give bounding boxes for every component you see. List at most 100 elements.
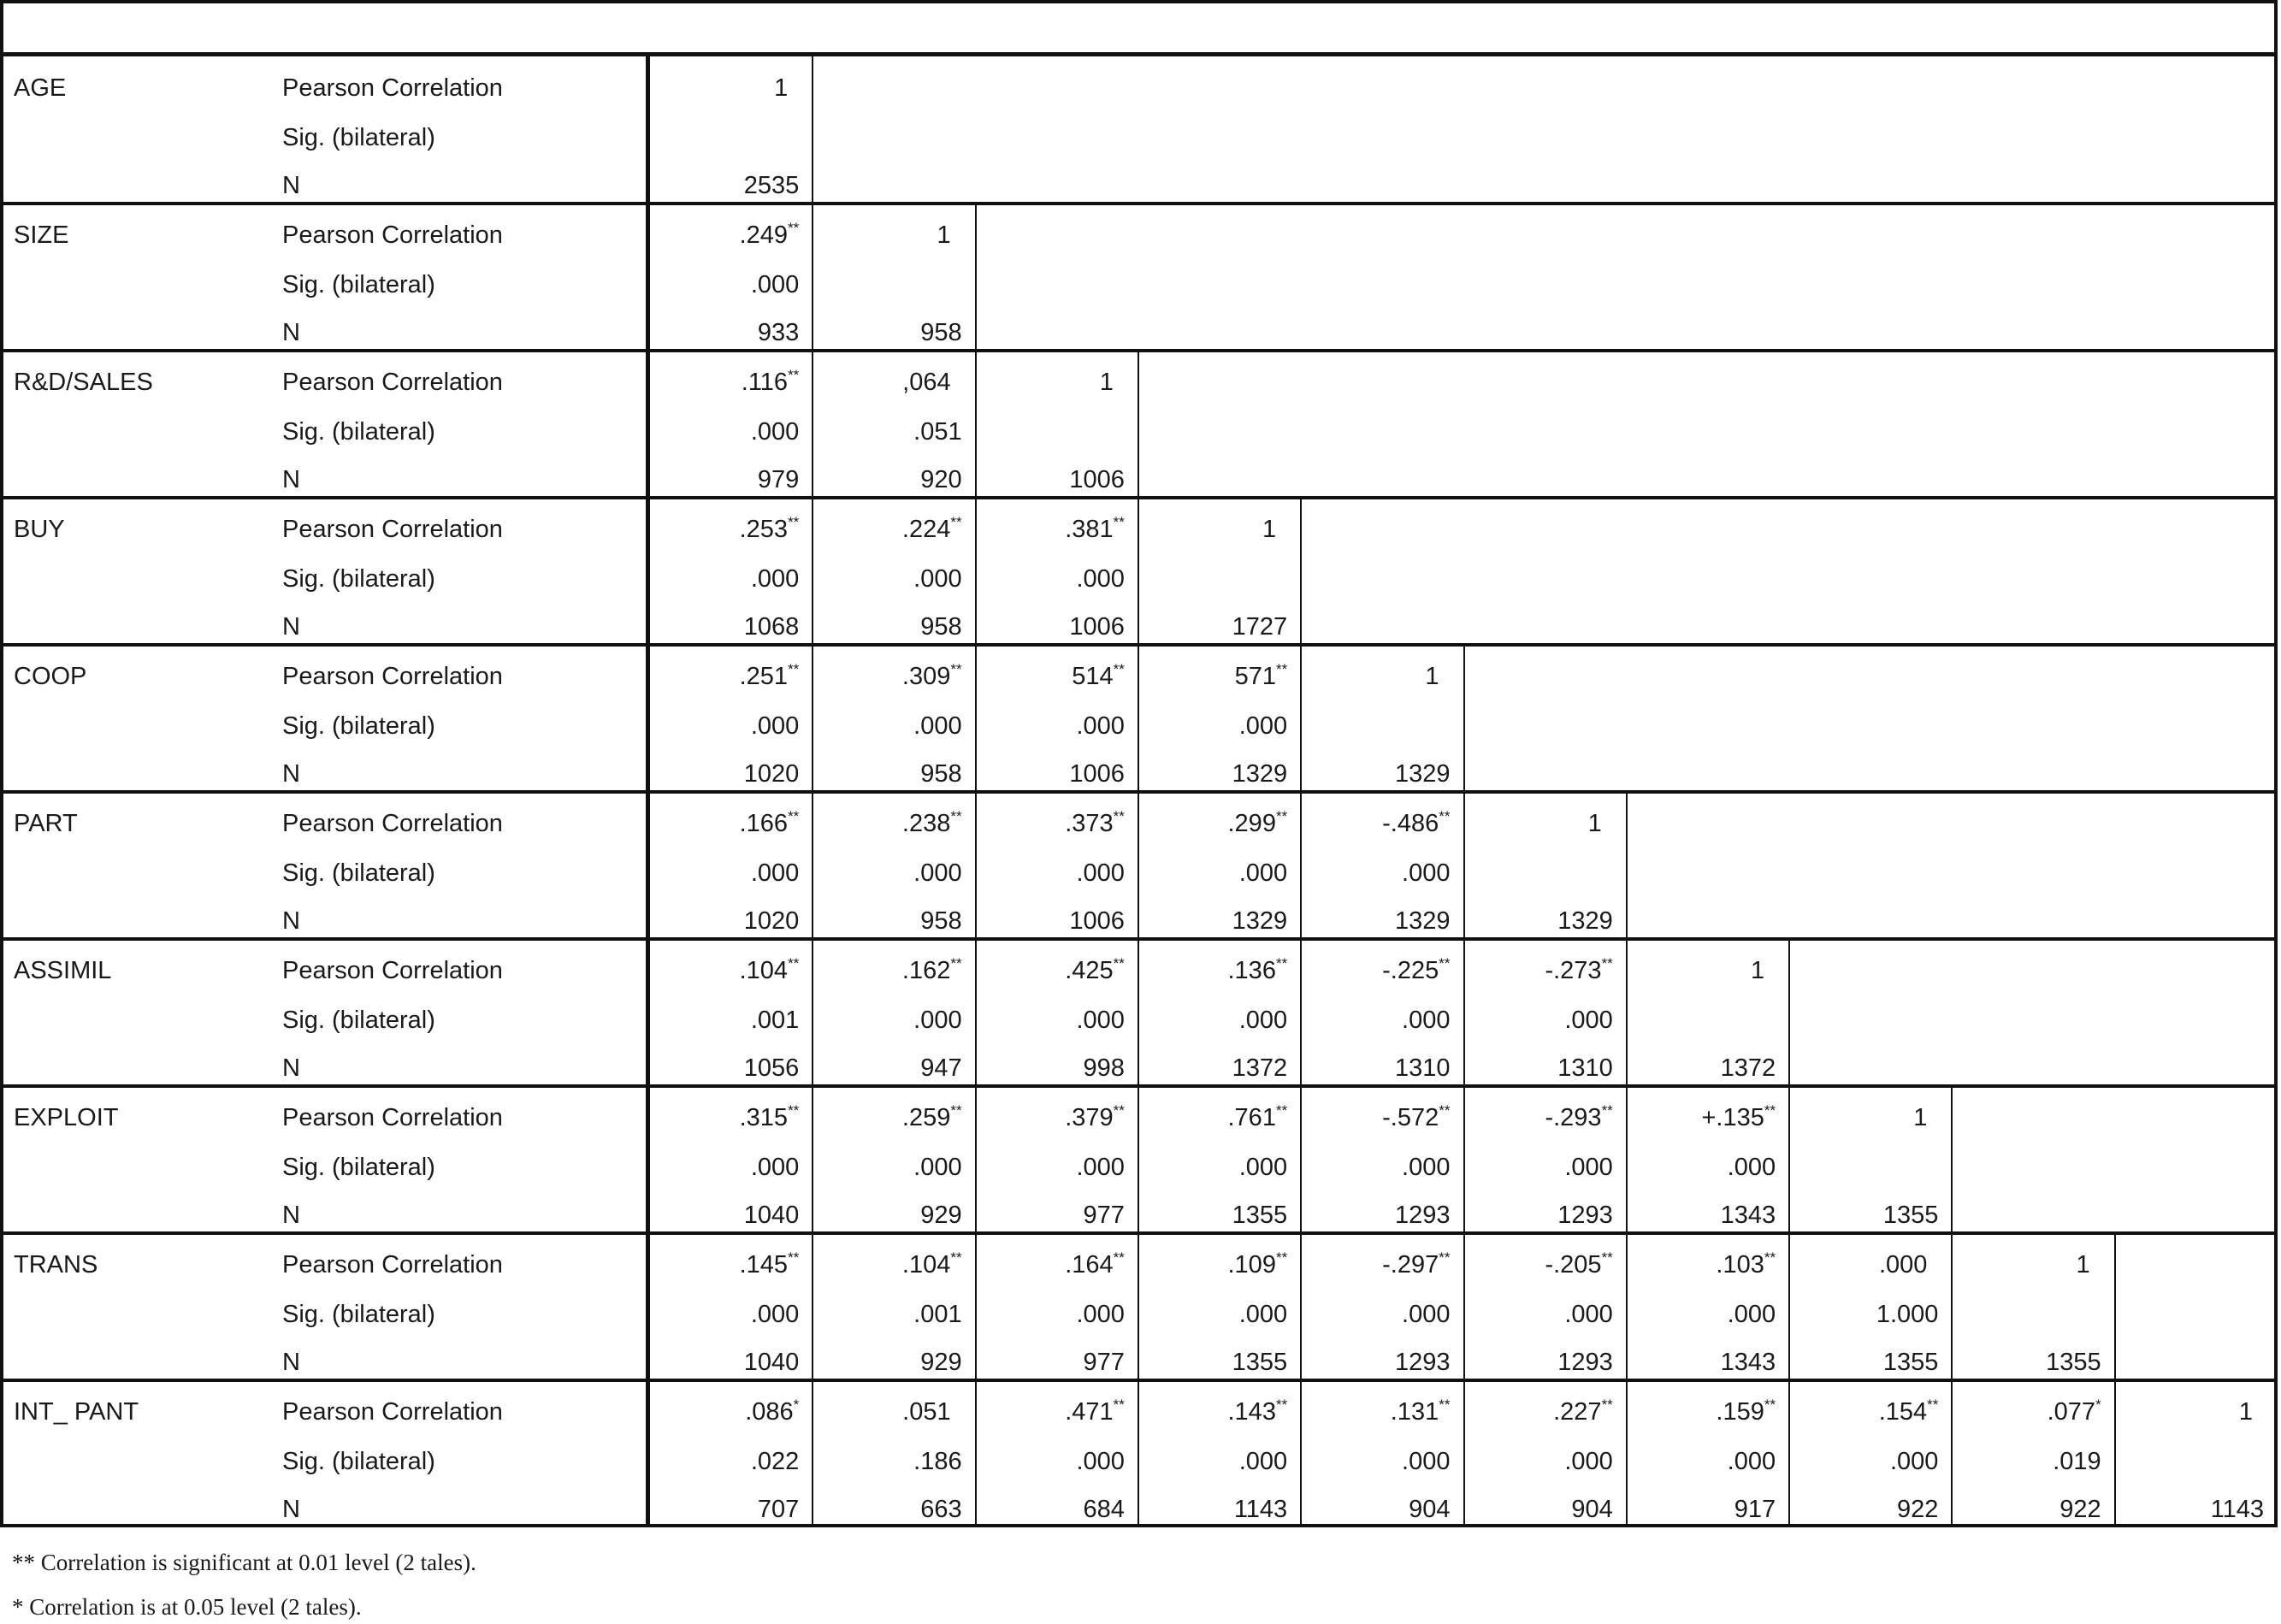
stat-label: N <box>282 466 300 494</box>
correlation-cell: .253** <box>650 512 800 546</box>
n-cell: 1040 <box>743 1349 800 1377</box>
significance-stars: ** <box>1601 1101 1613 1119</box>
sig-cell: .051 <box>913 417 962 446</box>
n-cell: 1006 <box>1069 760 1125 788</box>
stat-label: Sig. (bilateral) <box>282 712 435 740</box>
sig-cell: .001 <box>750 1006 800 1034</box>
n-cell: 1727 <box>1232 613 1288 641</box>
variable-name: BUY <box>14 515 65 543</box>
n-cell: 707 <box>757 1496 800 1524</box>
sig-cell: .022 <box>750 1447 800 1475</box>
correlation-cell: 1 <box>813 218 961 252</box>
n-cell: 1343 <box>1720 1202 1776 1230</box>
stat-label: N <box>282 1202 300 1230</box>
significance-stars: ** <box>1764 1396 1776 1413</box>
sig-cell: .000 <box>913 1006 962 1034</box>
n-cell: 977 <box>1083 1202 1125 1230</box>
significance-stars: ** <box>788 513 800 530</box>
cell-rule <box>812 1086 814 1233</box>
stat-label: Sig. (bilateral) <box>282 564 435 593</box>
significance-stars: * <box>793 1396 800 1413</box>
correlation-cell: .154** <box>1789 1395 1939 1429</box>
correlation-value: 1 <box>2238 1397 2253 1426</box>
n-cell: 1310 <box>1557 1054 1613 1083</box>
correlation-cell: .086* <box>650 1395 799 1429</box>
correlation-cell: .116** <box>650 365 800 399</box>
cell-rule <box>1137 645 1139 792</box>
sig-cell: .019 <box>2053 1447 2101 1475</box>
correlation-value: 571 <box>1234 662 1276 690</box>
cell-rule <box>1300 792 1303 939</box>
correlation-cell: 1 <box>1952 1248 2101 1282</box>
n-cell: 998 <box>1083 1054 1125 1083</box>
correlation-cell: .259** <box>813 1101 962 1135</box>
n-cell: 920 <box>920 466 962 494</box>
cell-rule <box>974 1086 977 1233</box>
correlation-cell: .224** <box>813 512 962 546</box>
significance-stars: ** <box>1439 1249 1451 1266</box>
n-cell: 904 <box>1571 1496 1613 1524</box>
sig-cell: .000 <box>750 270 800 298</box>
correlation-value: .143 <box>1227 1397 1276 1426</box>
cell-rule <box>812 939 814 1086</box>
sig-cell: .000 <box>1727 1300 1776 1328</box>
n-cell: 1006 <box>1069 907 1125 936</box>
correlation-cell: .471** <box>976 1395 1125 1429</box>
significance-stars: ** <box>1113 1101 1125 1119</box>
n-cell: 1068 <box>743 613 800 641</box>
cell-rule <box>812 351 814 498</box>
sig-cell: .000 <box>1564 1447 1613 1475</box>
sig-cell: .000 <box>1076 712 1125 740</box>
sig-cell: .000 <box>750 564 800 593</box>
correlation-value: .259 <box>901 1103 951 1131</box>
correlation-value: 1 <box>1425 662 1439 690</box>
stat-label: Sig. (bilateral) <box>282 1006 435 1034</box>
correlation-value: +.135 <box>1701 1103 1764 1131</box>
stat-label: Pearson Correlation <box>282 221 503 249</box>
cell-rule <box>812 1233 814 1380</box>
correlation-value: 1 <box>1587 809 1602 837</box>
stat-label: N <box>282 172 300 200</box>
cell-rule <box>974 351 977 498</box>
stat-label: Sig. (bilateral) <box>282 1300 435 1328</box>
sig-cell: .000 <box>750 1300 800 1328</box>
n-cell: 929 <box>920 1349 962 1377</box>
significance-stars: ** <box>1601 1249 1613 1266</box>
n-cell: 947 <box>920 1054 962 1083</box>
correlation-cell: .162** <box>813 954 962 988</box>
correlation-cell: .309** <box>813 659 962 694</box>
n-cell: 1293 <box>1557 1349 1613 1377</box>
correlation-value: .471 <box>1065 1397 1114 1426</box>
correlation-cell: .159** <box>1627 1395 1776 1429</box>
correlation-cell: .109** <box>1138 1248 1288 1282</box>
stat-label: N <box>282 1496 300 1524</box>
correlation-cell: .379** <box>976 1101 1125 1135</box>
n-cell: 1329 <box>1232 760 1288 788</box>
cell-rule <box>974 1233 977 1380</box>
correlation-cell: .136** <box>1138 954 1288 988</box>
stat-label: Pearson Correlation <box>282 1397 503 1426</box>
n-cell: 1355 <box>1232 1349 1288 1377</box>
sig-cell: .000 <box>1238 1153 1288 1181</box>
correlation-value: -.486 <box>1382 809 1439 837</box>
n-cell: 1329 <box>1557 907 1613 936</box>
correlation-cell: 1 <box>1627 954 1776 988</box>
correlation-value: .309 <box>901 662 951 690</box>
cell-rule <box>1625 939 1628 1086</box>
stat-label: N <box>282 1349 300 1377</box>
stat-label: Pearson Correlation <box>282 1250 503 1279</box>
significance-stars: ** <box>788 219 800 236</box>
correlation-value: .425 <box>1065 956 1114 984</box>
significance-stars: ** <box>950 954 962 971</box>
cell-rule <box>1788 939 1791 1086</box>
n-cell: 1355 <box>1232 1202 1288 1230</box>
correlation-cell: .164** <box>976 1248 1125 1282</box>
correlation-value: .109 <box>1227 1250 1276 1279</box>
correlation-value: .379 <box>1065 1103 1114 1131</box>
n-cell: 917 <box>1734 1496 1776 1524</box>
cell-rule <box>974 1380 977 1527</box>
sig-cell: .000 <box>1564 1153 1613 1181</box>
cell-rule <box>1625 1233 1628 1380</box>
correlation-value: -.205 <box>1545 1250 1602 1279</box>
n-cell: 933 <box>757 319 800 347</box>
